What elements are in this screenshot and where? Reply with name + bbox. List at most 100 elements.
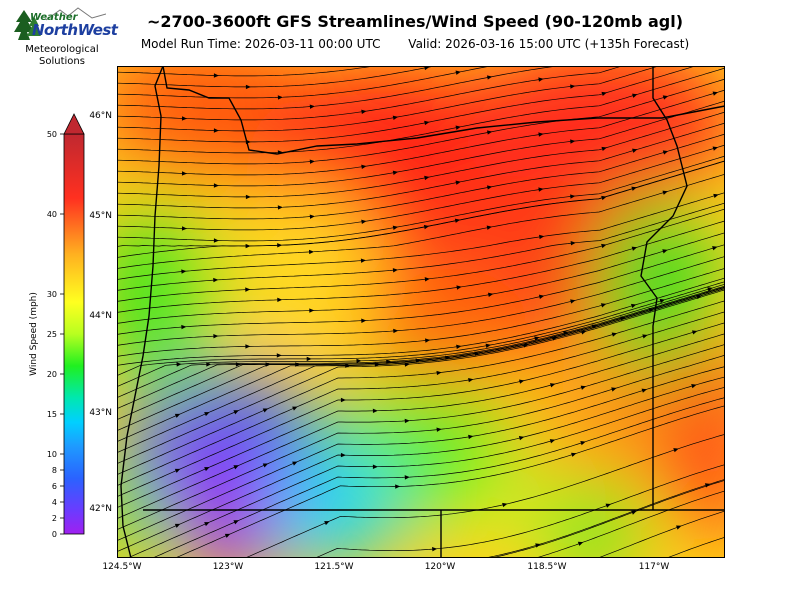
streamline-arrow [601, 243, 607, 249]
streamline-arrow [549, 383, 556, 388]
streamline-arrow [372, 408, 378, 414]
streamline-arrow [392, 225, 399, 230]
streamline-arrow [630, 303, 637, 309]
streamline-arrow [662, 95, 669, 100]
colorbar-gradient [63, 133, 85, 535]
streamline-arrow [468, 377, 474, 383]
streamline-arrow [174, 523, 181, 528]
streamline-arrow [424, 175, 430, 181]
logo-subtitle: Meteorological Solutions [12, 44, 112, 68]
streamline-arrow [605, 503, 611, 508]
streamline [666, 536, 725, 558]
streamline-arrow [601, 146, 607, 152]
streamline-arrow [292, 461, 298, 466]
colorbar-tick-label: 40 [47, 210, 57, 219]
streamline [117, 66, 561, 110]
wind-speed-field [117, 66, 725, 558]
lat-label-42: 42°N [89, 504, 112, 514]
streamline-arrow [662, 249, 668, 254]
streamline-arrow [455, 70, 461, 75]
streamline [117, 376, 725, 553]
streamline-arrow [632, 148, 638, 153]
lon-label-123: 123°W [212, 562, 244, 572]
streamline-arrow [571, 452, 577, 457]
streamline-arrow [570, 84, 576, 89]
streamline-arrow [415, 358, 421, 363]
streamline-arrow [538, 187, 544, 192]
streamline-arrow [552, 336, 558, 341]
streamline [117, 192, 725, 280]
streamline-arrow [372, 464, 378, 469]
streamline-arrow [309, 159, 315, 164]
streamline [117, 289, 725, 465]
streamline-arrow [712, 146, 718, 151]
streamline [126, 386, 725, 558]
streamline-arrow [696, 294, 702, 300]
streamline-arrow [245, 344, 251, 349]
colorbar-tick-label: 8 [52, 466, 57, 475]
streamline-arrow [485, 343, 491, 348]
streamline [117, 300, 725, 476]
streamline-arrow [245, 84, 251, 90]
colorbar-tick-label: 25 [47, 330, 57, 339]
mountain-icon [46, 7, 106, 21]
streamline-arrow [295, 362, 301, 367]
streamline-arrow [262, 408, 269, 413]
streamline-arrow [436, 427, 442, 432]
streamline-arrow [233, 410, 239, 415]
streamline-arrow [324, 521, 330, 526]
streamline-arrow [601, 91, 607, 97]
streamline-arrow [340, 452, 346, 458]
lat-label-45: 45°N [89, 211, 112, 221]
streamlines [117, 66, 725, 558]
streamline-arrow [213, 334, 219, 339]
streamline-arrow [454, 218, 461, 223]
streamline-arrow [662, 190, 668, 195]
streamline-arrow [519, 379, 525, 384]
streamline-arrow [395, 484, 401, 489]
streamline-arrow [487, 292, 494, 297]
streamline [117, 66, 697, 143]
streamline-arrow [181, 116, 187, 121]
streamline-arrow [424, 338, 431, 343]
streamline-arrow [204, 412, 210, 417]
streamline [489, 479, 725, 558]
streamline [117, 66, 437, 88]
streamline-arrow [580, 385, 587, 390]
streamline-arrow [577, 541, 584, 546]
streamline-arrow [245, 287, 251, 292]
streamline-arrow [306, 356, 312, 362]
streamline-arrow [707, 287, 713, 292]
colorbar-tick-label: 6 [52, 482, 57, 491]
streamline-arrow [181, 324, 187, 330]
streamline-arrow [424, 120, 430, 126]
colorbar-tick-label: 10 [47, 450, 57, 459]
streamline-arrow [213, 73, 219, 78]
streamline-arrow [432, 546, 438, 552]
streamline-arrow [374, 362, 380, 367]
map-title: ~2700-3600ft GFS Streamlines/Wind Speed … [146, 12, 683, 31]
wind-speed-colorbar: Wind Speed (mph) 0 2 4 6 8 10 15 20 25 30 40 50 [29, 113, 85, 539]
streamline [117, 232, 725, 324]
streamline-arrow [455, 125, 461, 130]
streamline-arrow [659, 298, 665, 304]
streamline-arrow [213, 183, 219, 188]
streamline [117, 66, 377, 77]
streamline-arrow [309, 104, 315, 109]
streamline [314, 464, 725, 558]
streamline-arrow [245, 194, 251, 200]
streamline-arrow [712, 91, 718, 96]
state-borders [120, 66, 725, 558]
streamline-arrow [539, 234, 545, 240]
streamline-arrow [662, 150, 669, 155]
colorbar-tick-label: 4 [52, 498, 57, 507]
streamline-arrow [386, 359, 392, 364]
streamline-arrow [436, 370, 442, 376]
streamline-arrow [486, 75, 493, 80]
streamline-arrow [570, 194, 576, 199]
streamline [534, 490, 725, 558]
streamline-arrow [176, 362, 182, 367]
colorbar-tick-label: 15 [47, 410, 57, 419]
logo-subtitle-line1: Meteorological [25, 44, 99, 55]
streamline-arrow [404, 475, 410, 480]
